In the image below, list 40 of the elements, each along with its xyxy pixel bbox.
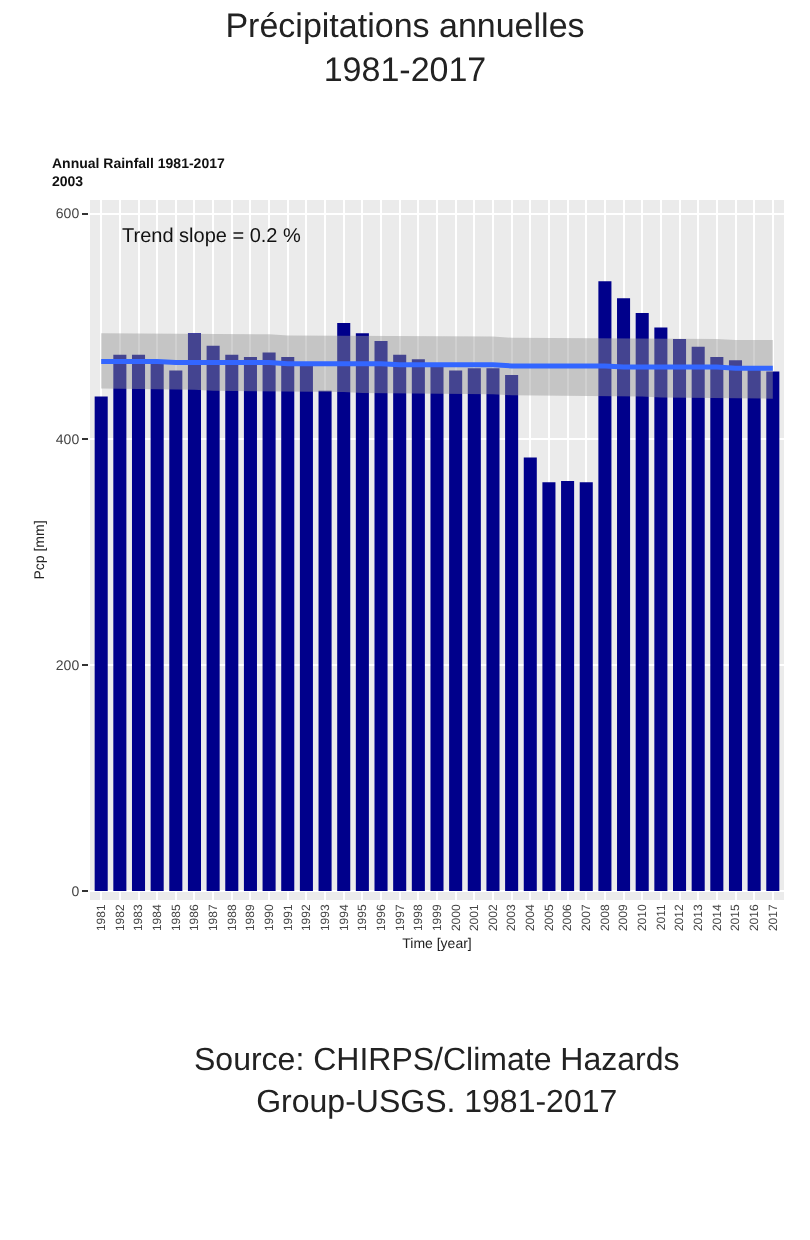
bar <box>728 360 743 891</box>
bar <box>467 368 481 891</box>
bar <box>281 356 295 891</box>
bar <box>169 370 183 891</box>
bar <box>542 482 556 891</box>
bar <box>262 352 276 891</box>
bar <box>486 368 500 891</box>
annotation: Trend slope = 0.2 % <box>122 226 302 248</box>
bar <box>113 354 127 891</box>
bar <box>337 323 351 891</box>
bar <box>561 481 575 891</box>
bar <box>523 457 537 891</box>
bar <box>691 346 705 891</box>
bar <box>747 368 761 891</box>
bar <box>654 327 668 891</box>
bar <box>318 390 332 891</box>
bar <box>131 354 146 891</box>
bar <box>374 341 388 891</box>
bar <box>635 312 649 891</box>
bar <box>449 370 463 891</box>
source-note: Source: CHIRPS/Climate Hazards Group-USGS. 1981-2017 <box>194 1044 680 1120</box>
bar <box>598 281 612 891</box>
bar <box>430 365 444 891</box>
bar <box>243 356 257 891</box>
bar <box>579 482 593 891</box>
bar <box>766 371 780 891</box>
bar <box>94 396 108 891</box>
bar <box>411 359 425 891</box>
bar <box>225 354 239 891</box>
bar <box>299 363 313 891</box>
bar <box>206 345 220 891</box>
bar <box>150 363 164 891</box>
bar <box>393 354 407 891</box>
bar <box>505 375 519 891</box>
bar <box>710 356 724 891</box>
bar <box>617 298 631 891</box>
bar <box>187 333 201 891</box>
bar <box>355 333 369 891</box>
bar <box>673 338 687 891</box>
chart-title: Précipitations annuelles 1981-2017 <box>225 7 585 90</box>
